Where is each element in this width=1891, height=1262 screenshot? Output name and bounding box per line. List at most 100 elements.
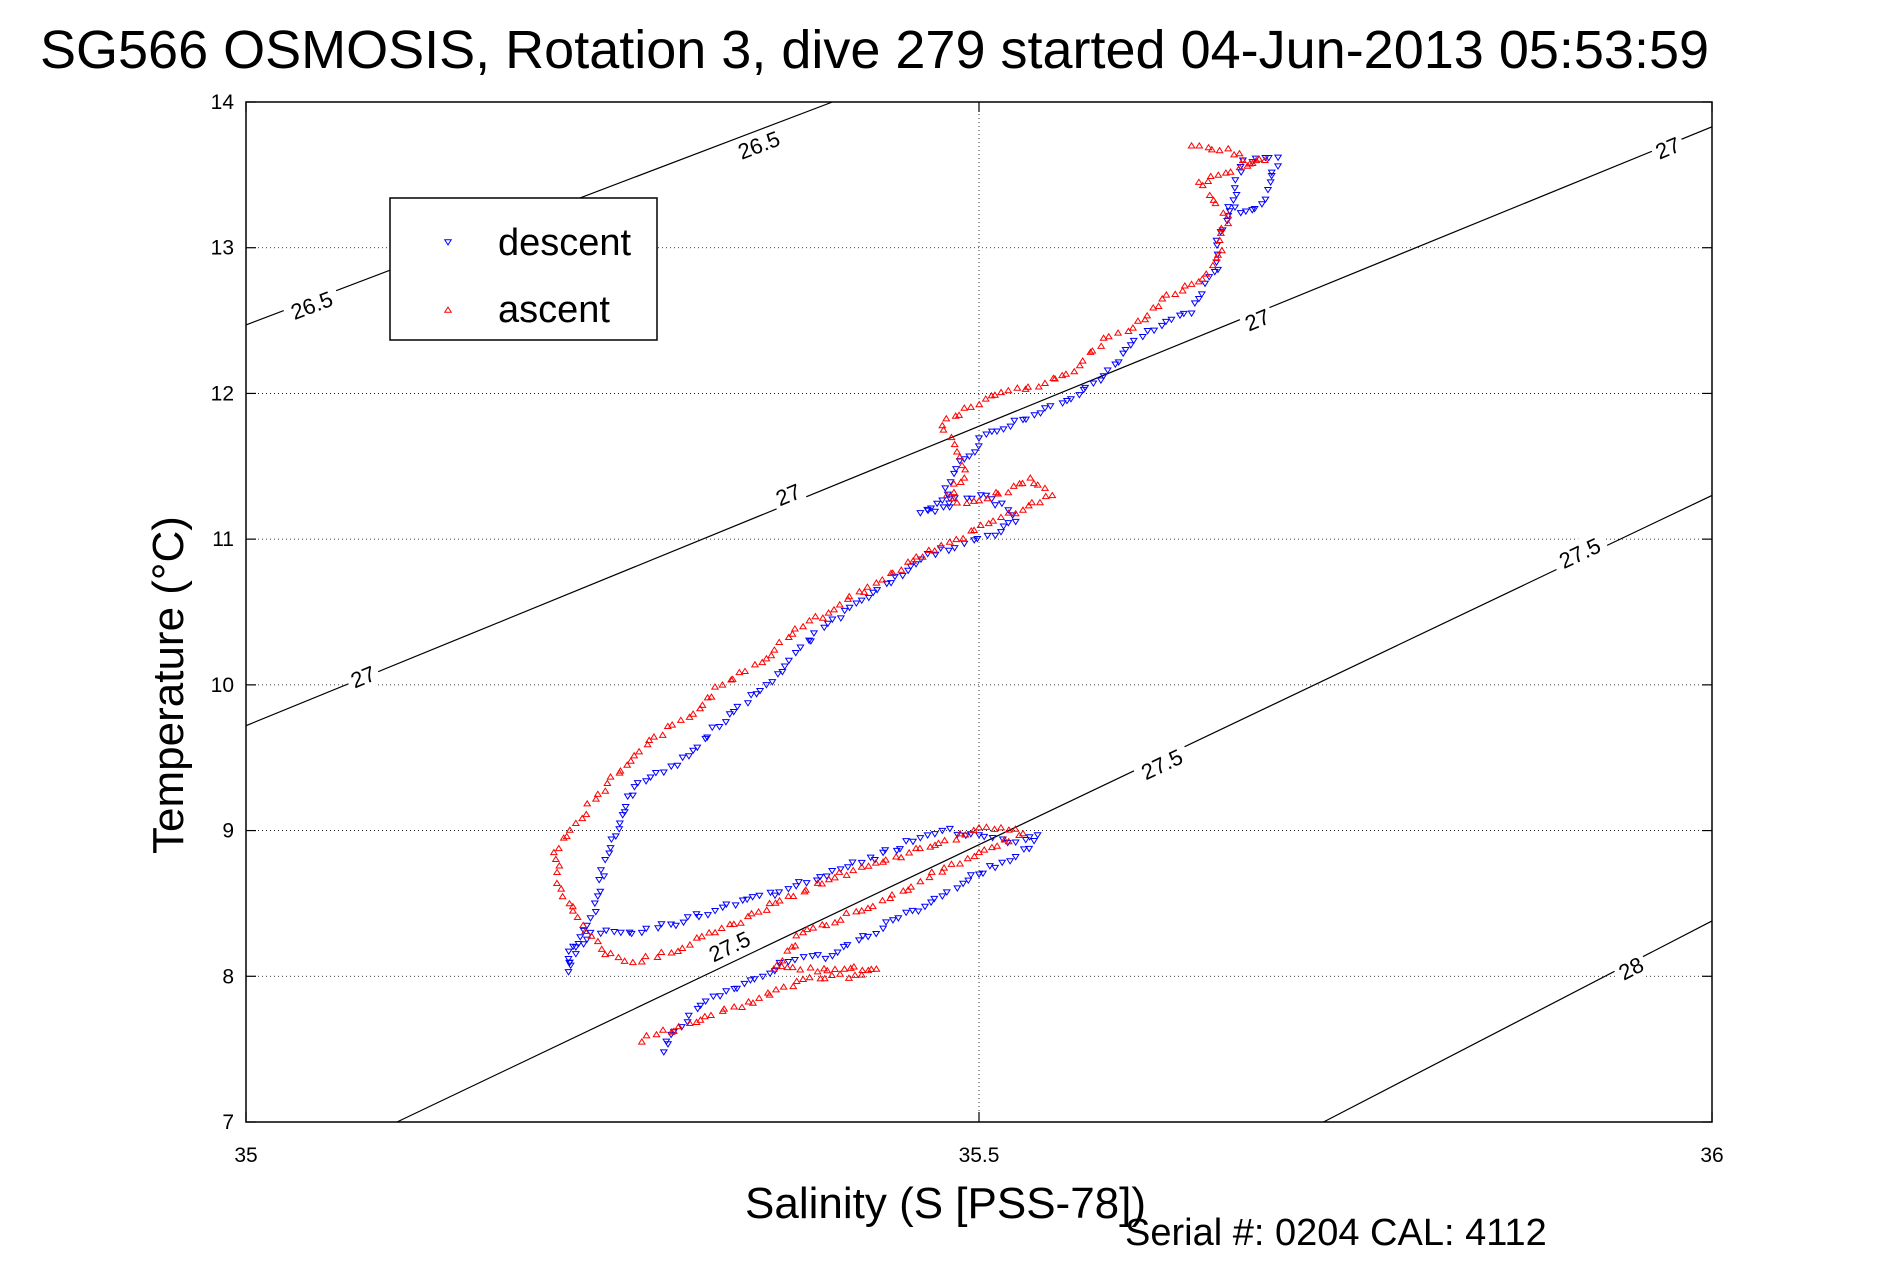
ascent-point: [754, 994, 764, 1001]
ascent-point: [915, 844, 925, 852]
ascent-point: [970, 852, 979, 860]
descent-point: [1261, 196, 1270, 204]
descent-point: [693, 1005, 702, 1013]
ascent-point: [967, 526, 976, 534]
descent-point: [997, 500, 1006, 508]
ascent-point: [805, 973, 814, 981]
descent-point: [958, 880, 968, 888]
descent-point: [564, 956, 573, 963]
descent-point: [701, 735, 710, 743]
descent-point: [773, 671, 783, 678]
descent-point: [904, 567, 913, 575]
descent-point: [595, 877, 604, 884]
ascent-point: [788, 963, 797, 971]
ascent-point: [1194, 277, 1203, 285]
descent-point: [901, 909, 911, 917]
ascent-point: [806, 963, 815, 971]
ascent-point: [981, 395, 990, 402]
ascent-point: [801, 886, 810, 893]
ascent-point: [1029, 479, 1038, 487]
descent-point: [615, 826, 624, 833]
descent-point: [939, 504, 948, 511]
descent-point: [1229, 197, 1238, 204]
ascent-point: [568, 907, 578, 914]
ascent-point: [1004, 488, 1013, 496]
descent-point: [708, 724, 717, 732]
ascent-point: [703, 693, 712, 701]
ascent-point: [990, 825, 999, 832]
ascent-point: [975, 400, 984, 408]
ascent-point: [641, 952, 650, 960]
y-tick-label: 11: [212, 528, 234, 551]
descent-point: [1267, 173, 1276, 180]
ascent-point: [762, 654, 771, 662]
ascent-point: [1027, 498, 1036, 506]
descent-point: [864, 933, 873, 941]
ascent-point: [955, 859, 965, 867]
ascent-point: [984, 519, 993, 527]
ascent-point: [817, 879, 827, 887]
descent-point: [823, 620, 832, 628]
descent-point: [599, 873, 609, 880]
descent-point: [879, 925, 888, 933]
ascent-point: [667, 948, 676, 956]
contour-label: 27.5: [698, 922, 761, 971]
ascent-point: [934, 839, 943, 847]
descent-point: [931, 551, 940, 559]
ascent-point: [962, 499, 971, 507]
descent-point: [1096, 377, 1106, 385]
ascent-point: [957, 461, 967, 469]
descent-point: [780, 663, 789, 671]
ascent-point: [897, 853, 906, 861]
ascent-point: [924, 546, 933, 553]
contour-label-text: 26.5: [287, 286, 336, 325]
descent-point: [858, 933, 867, 940]
ascent-point: [634, 747, 644, 755]
contour-label-bg: [1237, 301, 1277, 338]
descent-point: [941, 485, 950, 492]
ascent-point: [695, 704, 705, 712]
descent-point: [964, 877, 973, 885]
descent-point: [991, 532, 1000, 540]
ascent-point: [1128, 324, 1138, 331]
ascent-point: [813, 879, 822, 886]
ascent-point: [717, 924, 726, 931]
ascent-point: [789, 892, 798, 900]
descent-point: [569, 943, 578, 951]
descent-point: [742, 896, 752, 904]
y-tick-label: 13: [211, 237, 234, 260]
ascent-point: [809, 924, 818, 931]
ascent-point: [762, 906, 771, 913]
ascent-point: [836, 916, 845, 923]
descent-point: [684, 753, 694, 760]
descent-point: [1273, 154, 1283, 162]
descent-point: [579, 941, 588, 948]
ascent-point: [863, 583, 872, 590]
ascent-point: [857, 863, 866, 870]
ascent-point: [559, 834, 568, 841]
ascent-point: [685, 941, 695, 948]
ascent-point: [818, 614, 827, 621]
descent-point: [938, 827, 947, 835]
ascent-point: [1212, 254, 1221, 262]
descent-point: [755, 687, 765, 695]
descent-point: [1006, 858, 1015, 865]
descent-point: [1225, 208, 1234, 215]
descent-point: [953, 831, 962, 839]
ascent-point: [927, 868, 936, 875]
ascent-point: [1211, 199, 1220, 207]
ascent-point: [966, 403, 975, 410]
descent-point: [627, 930, 636, 938]
contour-label-text: 26.5: [734, 126, 783, 165]
ascent-point: [1026, 474, 1035, 481]
ascent-point: [868, 902, 877, 910]
ascent-point: [772, 961, 781, 969]
ascent-point: [788, 630, 797, 637]
legend-label-descent: descent: [498, 222, 632, 264]
descent-point: [902, 838, 911, 845]
ascent-point: [1243, 162, 1252, 169]
ascent-point: [955, 453, 964, 460]
descent-point: [843, 942, 852, 949]
ascent-point: [849, 962, 859, 970]
descent-point: [1190, 300, 1199, 307]
